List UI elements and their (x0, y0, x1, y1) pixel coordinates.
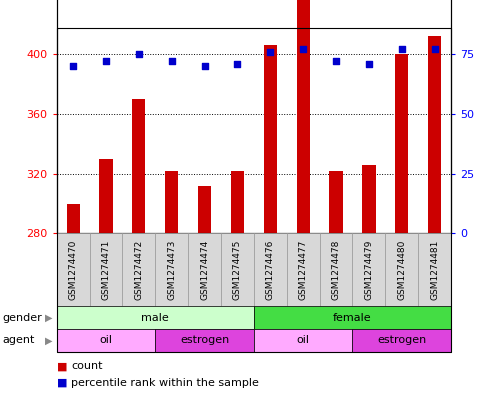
Text: estrogen: estrogen (377, 335, 426, 345)
Text: GSM1274477: GSM1274477 (299, 240, 308, 300)
Bar (100, 159, 112, 233)
Point (168, 58, 176, 64)
Text: GSM1274479: GSM1274479 (364, 240, 373, 300)
Text: GSM1274473: GSM1274473 (167, 240, 176, 300)
Text: percentile rank within the sample: percentile rank within the sample (71, 378, 259, 387)
Bar (264, 45, 277, 233)
Point (69, 63, 77, 69)
Point (266, 48, 274, 55)
Point (234, 61, 242, 67)
Bar (329, 171, 343, 233)
Bar (428, 36, 441, 233)
Text: GSM1274476: GSM1274476 (266, 240, 275, 300)
Point (135, 51, 143, 57)
Text: GSM1274471: GSM1274471 (102, 240, 110, 300)
Bar (297, 0, 310, 233)
Point (299, 46, 307, 52)
Point (201, 63, 209, 69)
Bar (165, 171, 178, 233)
Text: ■: ■ (57, 378, 67, 387)
Text: oil: oil (100, 335, 112, 345)
Text: estrogen: estrogen (180, 335, 229, 345)
Bar (198, 185, 211, 233)
Bar (67, 204, 80, 233)
Point (365, 61, 373, 67)
Text: ▶: ▶ (44, 312, 52, 323)
Text: GSM1274478: GSM1274478 (332, 240, 341, 300)
Text: GSM1274475: GSM1274475 (233, 240, 242, 300)
Bar (362, 165, 376, 233)
Text: gender: gender (2, 312, 42, 323)
Bar (231, 171, 244, 233)
Text: GSM1274481: GSM1274481 (430, 240, 439, 300)
Text: ■: ■ (57, 361, 67, 371)
Text: female: female (333, 312, 372, 323)
Text: GSM1274474: GSM1274474 (200, 240, 209, 300)
Text: ▶: ▶ (44, 335, 52, 345)
Text: agent: agent (2, 335, 35, 345)
Text: oil: oil (297, 335, 310, 345)
Text: GSM1274480: GSM1274480 (397, 240, 406, 300)
Point (102, 58, 110, 64)
Bar (132, 99, 145, 233)
Point (398, 46, 406, 52)
Text: GSM1274470: GSM1274470 (69, 240, 77, 300)
Point (332, 58, 340, 64)
Point (431, 46, 439, 52)
Bar (395, 54, 408, 233)
Text: male: male (141, 312, 169, 323)
Text: count: count (71, 361, 103, 371)
Text: GSM1274472: GSM1274472 (135, 240, 143, 300)
